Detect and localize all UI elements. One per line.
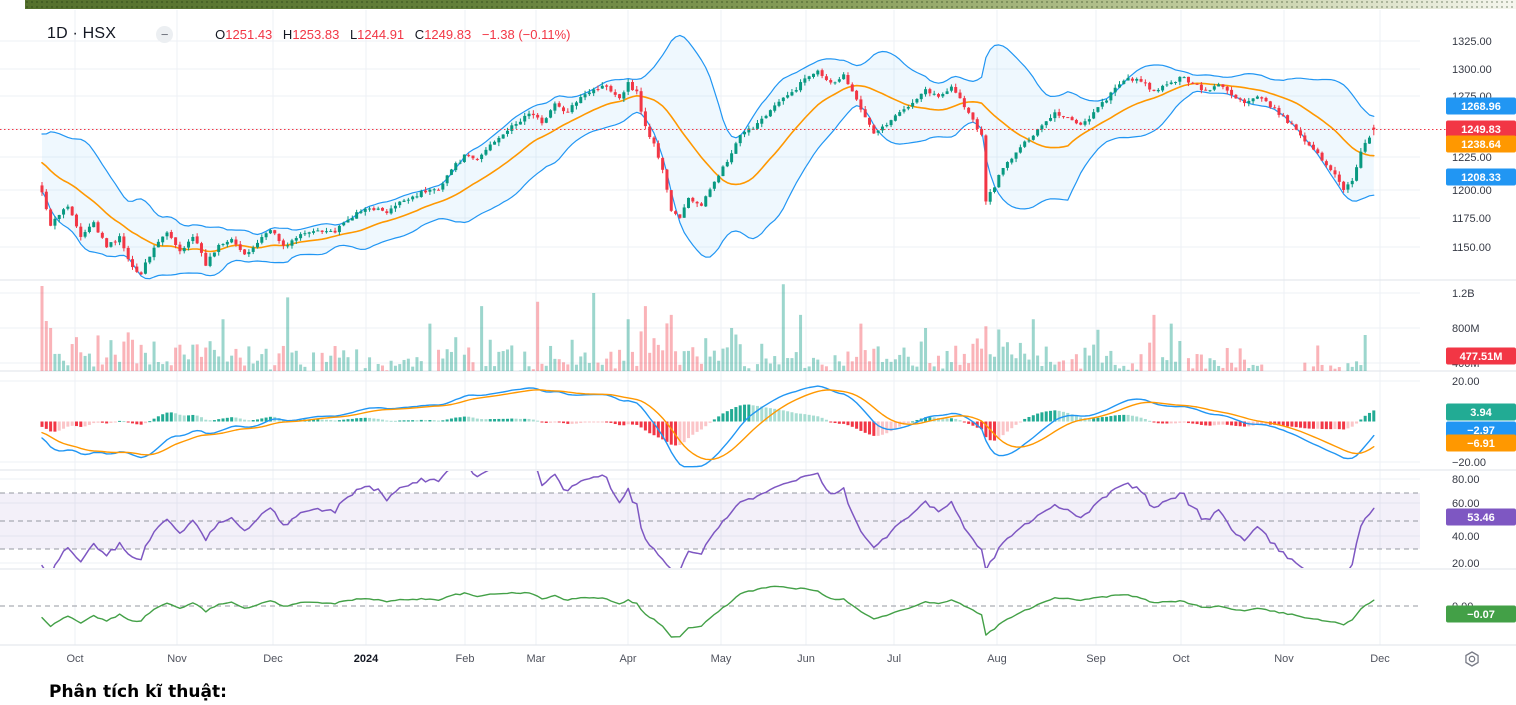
time-axis-label: Jul	[887, 653, 901, 665]
bollinger-basis-line	[41, 82, 1375, 253]
high-value: 1253.83	[292, 26, 340, 42]
time-axis-label: Apr	[619, 653, 636, 665]
axis-tick-label: 1.2B	[1452, 288, 1475, 300]
chart-legend: 1D · HSX − O1251.43 H1253.83 L1244.91 C1…	[47, 25, 570, 43]
chart-svg[interactable]: 1325.001300.001275.001225.001200.001175.…	[0, 0, 1516, 676]
bollinger-fill	[42, 35, 1374, 279]
time-axis-label: May	[711, 653, 732, 665]
low-value: 1244.91	[357, 26, 405, 42]
bollinger-upper-line	[41, 34, 1375, 236]
svg-text:477.51M: 477.51M	[1460, 351, 1503, 363]
svg-text:−6.91: −6.91	[1467, 438, 1495, 450]
time-axis-label: Feb	[456, 653, 475, 665]
axis-value-badge: 1249.83	[1446, 120, 1516, 138]
time-axis-label: Aug	[987, 653, 1007, 665]
svg-text:3.94: 3.94	[1470, 407, 1492, 419]
axis-tick-label: 1225.00	[1452, 152, 1492, 164]
time-axis-label: Dec	[1370, 653, 1390, 665]
close-label: C	[414, 26, 425, 42]
price-pane	[0, 34, 1446, 280]
time-axis[interactable]: Oct Nov Dec 2024 Feb Mar Apr May Jun Jul Aug Sep Oct…	[66, 653, 1390, 665]
axis-tick-label: −20.00	[1452, 457, 1486, 469]
candles-series	[40, 68, 1376, 275]
low-label: L	[349, 26, 358, 42]
pane-dividers	[0, 279, 1516, 646]
time-axis-label: Nov	[1274, 653, 1294, 665]
gear-icon	[1465, 651, 1479, 667]
svg-text:1268.96: 1268.96	[1461, 101, 1501, 113]
time-axis-label: 2024	[354, 653, 379, 665]
axis-tick-label: 40.00	[1452, 531, 1480, 543]
axis-value-badge: 53.46	[1446, 508, 1516, 526]
open-label: O	[215, 26, 226, 42]
svg-text:1238.64: 1238.64	[1461, 139, 1502, 151]
axis-value-badge: 477.51M	[1446, 347, 1516, 365]
oscillator-pane	[0, 585, 1420, 638]
svg-text:−2.97: −2.97	[1467, 425, 1495, 437]
macd-pane	[40, 385, 1376, 468]
axis-tick-label: 1325.00	[1452, 36, 1492, 48]
axis-tick-label: 1200.00	[1452, 185, 1492, 197]
macd-line	[41, 385, 1375, 468]
symbol-timeframe-label: 1D · HSX	[47, 25, 117, 42]
svg-text:1249.83: 1249.83	[1461, 124, 1501, 136]
svg-text:−0.07: −0.07	[1467, 609, 1495, 621]
time-axis-label: Jun	[797, 653, 815, 665]
time-axis-label: Oct	[66, 653, 83, 665]
axis-tick-label: 800M	[1452, 323, 1480, 335]
top-banner-strip	[25, 0, 1516, 9]
legend-collapse-button[interactable]: −	[156, 25, 174, 43]
axis-tick-label: 1150.00	[1452, 242, 1491, 254]
axis-value-badge: −6.91	[1446, 434, 1516, 452]
volume-pane	[40, 284, 1367, 371]
price-axis[interactable]: 1325.001300.001275.001225.001200.001175.…	[1446, 36, 1516, 623]
axis-value-badge: 1238.64	[1446, 135, 1516, 153]
bollinger-lower-line	[41, 90, 1375, 280]
change-value: −1.38 (−0.11%)	[481, 26, 571, 42]
rsi-line	[41, 471, 1375, 568]
time-axis-label: Sep	[1086, 653, 1106, 665]
axis-tick-label: 20.00	[1452, 558, 1480, 570]
axis-tick-label: 20.00	[1452, 376, 1480, 388]
axis-tick-label: 60.00	[1452, 498, 1480, 510]
oscillator-line	[41, 585, 1375, 638]
high-label: H	[282, 26, 293, 42]
grid-lines	[0, 10, 1420, 645]
analysis-heading: Phân tích kĩ thuật:	[49, 682, 227, 702]
close-value: 1249.83	[424, 26, 472, 42]
axis-value-badge: −2.97	[1446, 421, 1516, 439]
svg-text:1208.33: 1208.33	[1461, 172, 1501, 184]
axis-tick-label: 1300.00	[1452, 64, 1492, 76]
time-axis-label: Mar	[527, 653, 546, 665]
axis-value-badge: 1208.33	[1446, 168, 1516, 186]
time-axis-label: Oct	[1172, 653, 1189, 665]
axis-value-badge: −0.07	[1446, 605, 1516, 623]
rsi-pane	[0, 471, 1420, 568]
axis-tick-label: 80.00	[1452, 474, 1480, 486]
axis-tick-label: 1175.00	[1452, 213, 1491, 225]
ohlc-readout: O1251.43 H1253.83 L1244.91 C1249.83 −1.3…	[215, 27, 570, 42]
time-axis-label: Dec	[263, 653, 283, 665]
open-value: 1251.43	[225, 26, 273, 42]
axis-value-badge: 3.94	[1446, 403, 1516, 421]
timezone-settings-button[interactable]	[1464, 651, 1480, 667]
svg-text:53.46: 53.46	[1467, 512, 1495, 524]
macd-signal-line	[41, 389, 1375, 461]
axis-value-badge: 1268.96	[1446, 97, 1516, 115]
time-axis-label: Nov	[167, 653, 187, 665]
